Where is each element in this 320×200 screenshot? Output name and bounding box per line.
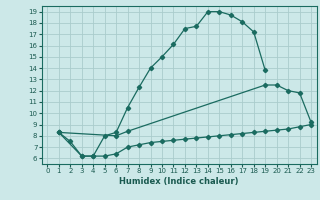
X-axis label: Humidex (Indice chaleur): Humidex (Indice chaleur): [119, 177, 239, 186]
